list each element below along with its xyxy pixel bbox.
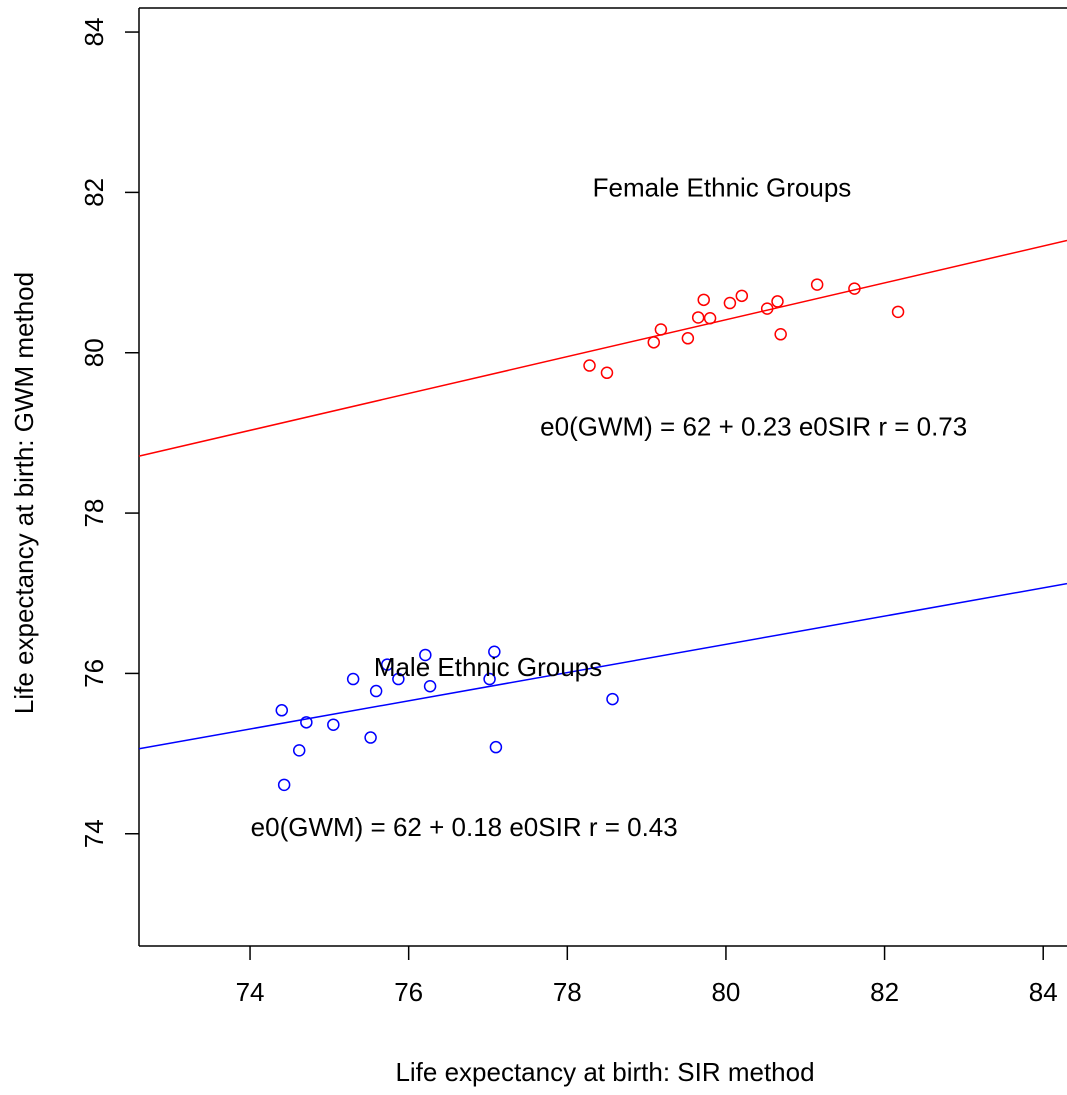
data-point [275,704,289,717]
data-point [771,295,784,308]
data-point [891,305,905,319]
data-point [735,289,749,303]
data-point [600,366,614,380]
y-tick-label: 82 [79,178,109,207]
data-point [697,293,710,307]
x-axis-label: Life expectancy at birth: SIR method [395,1057,814,1087]
fit-line [138,582,1067,750]
fit-line [138,239,1067,457]
data-point [703,312,717,325]
data-point [810,278,824,291]
data-point [292,744,306,757]
plot-frame [138,7,1067,947]
data-point [423,679,437,693]
x-axis: 74 76 78 80 82 84 [236,946,1058,1007]
data-point [691,311,705,324]
annotations: Female Ethnic Groups e0(GWM) = 62 + 0.23 … [251,172,968,842]
data-point [488,645,501,659]
data-point [647,336,661,349]
data-point [760,302,774,315]
data-point [723,296,737,310]
data-point [381,658,394,671]
data-point [489,740,503,754]
y-tick-label: 80 [79,338,109,367]
data-points [275,278,905,792]
y-axis-label: Life expectancy at birth: GWM method [9,272,39,714]
y-tick-label: 78 [79,499,109,528]
data-point [681,332,695,345]
data-point [583,359,596,372]
data-point [654,323,668,336]
y-tick-label: 76 [79,659,109,688]
female-fit-label: e0(GWM) = 62 + 0.23 e0SIR r = 0.73 [540,411,967,441]
x-tick-label: 76 [394,977,423,1007]
data-point [327,718,340,731]
male-group-label: Male Ethnic Groups [374,652,602,682]
y-tick-label: 74 [79,819,109,848]
x-tick-label: 74 [236,977,265,1007]
data-point [300,716,313,729]
data-point [483,672,496,686]
data-point [392,672,405,686]
data-point [369,684,383,698]
data-point [419,648,432,662]
y-tick-label: 84 [79,18,109,47]
x-tick-label: 80 [711,977,740,1007]
y-axis: 74 76 78 80 82 84 [79,18,139,848]
x-tick-label: 78 [553,977,582,1007]
data-point [774,328,787,341]
x-tick-label: 82 [870,977,899,1007]
male-fit-label: e0(GWM) = 62 + 0.18 e0SIR r = 0.43 [251,812,678,842]
data-point [606,692,619,706]
female-group-label: Female Ethnic Groups [593,172,852,202]
data-point [364,731,377,744]
x-tick-label: 84 [1029,977,1058,1007]
data-point [346,672,360,686]
data-point [848,282,861,295]
fit-lines [138,239,1067,750]
data-point [277,778,291,792]
